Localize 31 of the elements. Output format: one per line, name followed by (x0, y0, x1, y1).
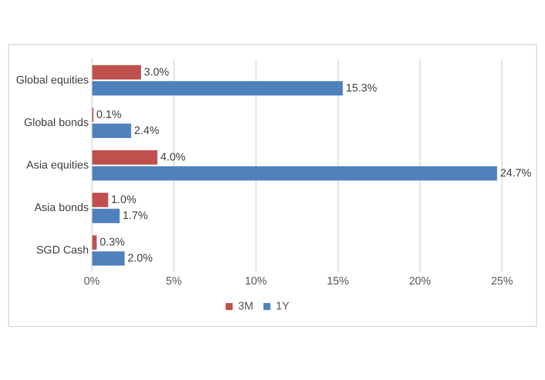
data-label: 2.4% (134, 124, 160, 137)
x-tick-label: 5% (166, 275, 182, 288)
y-tick-label: Asia bonds (34, 202, 90, 214)
x-tick-label: 20% (408, 275, 432, 288)
y-tick-label: Global equities (16, 74, 90, 86)
x-tick-label: 0% (84, 275, 100, 288)
data-label: 1.7% (122, 210, 148, 222)
bar (92, 208, 120, 224)
bar (92, 251, 125, 266)
data-label: 4.0% (160, 151, 186, 164)
data-label: 2.0% (128, 252, 153, 265)
data-label: 3.0% (144, 66, 170, 78)
x-tick-label: 15% (326, 275, 350, 288)
bar (92, 192, 108, 208)
bar (92, 166, 498, 181)
bar (92, 81, 343, 96)
data-label: 24.7% (500, 167, 532, 180)
data-label: 0.3% (100, 236, 125, 249)
legend-label: 1Y (276, 300, 290, 313)
bar (92, 150, 158, 165)
bar (92, 65, 141, 80)
y-tick-label: Asia equities (26, 159, 90, 172)
x-tick-label: 25% (490, 275, 514, 288)
data-label: 1.0% (111, 194, 136, 206)
data-label: 15.3% (346, 82, 378, 94)
y-tick-label: Global bonds (24, 116, 90, 129)
legend-label: 3M (238, 300, 254, 313)
data-label: 0.1% (96, 108, 122, 121)
bar (92, 124, 132, 138)
x-tick-label: 10% (244, 275, 268, 288)
y-tick-label: SGD Cash (36, 244, 89, 257)
